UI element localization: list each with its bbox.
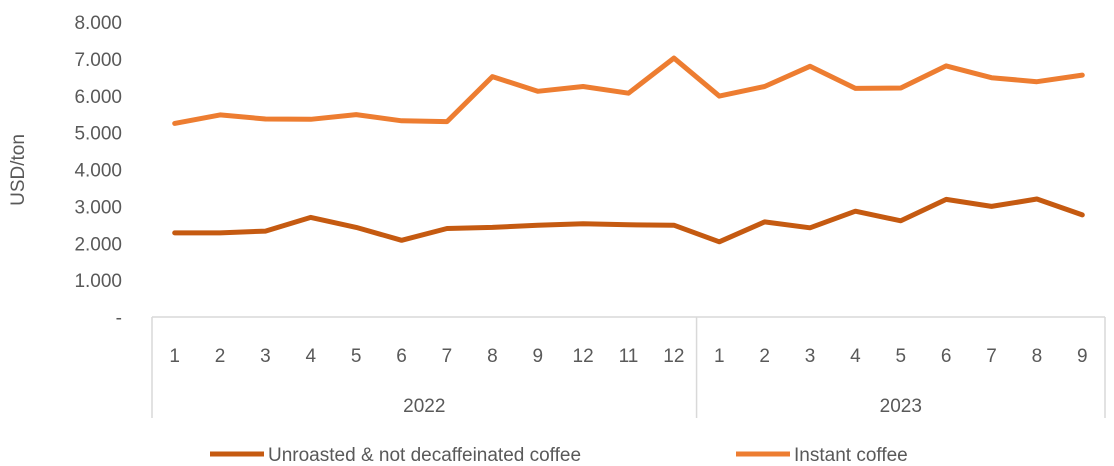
x-tick-label: 3 [260,346,271,367]
x-tick-label: 1 [169,346,180,367]
x-tick-label: 8 [487,346,498,367]
x-group-label: 2022 [403,396,445,417]
x-tick-label: 12 [573,346,594,367]
x-tick-label: 7 [986,346,997,367]
legend-label: Instant coffee [794,445,908,466]
x-tick-label: 9 [532,346,543,367]
series-line-1 [172,55,1085,126]
x-tick-label: 5 [895,346,906,367]
series-lines [172,55,1085,245]
x-tick-label: 2 [759,346,770,367]
x-tick-label: 3 [805,346,816,367]
y-tick-label: 2.000 [74,234,122,255]
y-axis-ticks: - 1.000 2.000 3.000 4.000 5.000 6.000 7.000 8.00… [74,13,122,329]
x-tick-label: 2 [215,346,226,367]
y-tick-label: 6.000 [74,87,122,108]
x-tick-label: 6 [396,346,407,367]
y-tick-label: 3.000 [74,197,122,218]
x-tick-label: 4 [850,346,861,367]
series-line-0 [172,196,1085,245]
y-tick-label: 1.000 [74,271,122,292]
y-tick-label: 4.000 [74,161,122,182]
x-group-label: 2023 [880,396,922,417]
y-tick-label: - [116,308,122,329]
x-tick-label: 9 [1077,346,1088,367]
y-tick-label: 8.000 [74,13,122,34]
x-tick-label: 4 [306,346,317,367]
y-tick-label: 7.000 [74,50,122,71]
x-tick-label: 12 [663,346,684,367]
x-tick-label: 7 [442,346,453,367]
x-tick-label: 8 [1032,346,1043,367]
legend: Unroasted & not decaffeinated coffee Inst… [210,445,908,466]
legend-label: Unroasted & not decaffeinated coffee [268,445,581,466]
y-tick-label: 5.000 [74,124,122,145]
x-tick-label: 11 [619,346,639,367]
x-tick-label: 1 [714,346,725,367]
x-tick-label: 5 [351,346,362,367]
x-tick-label: 6 [941,346,952,367]
y-axis-label: USD/ton [8,134,29,206]
